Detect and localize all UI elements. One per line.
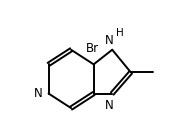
Text: Br: Br [86,42,99,55]
Text: H: H [116,27,124,38]
Text: N: N [105,34,114,47]
Text: N: N [34,87,42,100]
Text: N: N [105,99,114,112]
